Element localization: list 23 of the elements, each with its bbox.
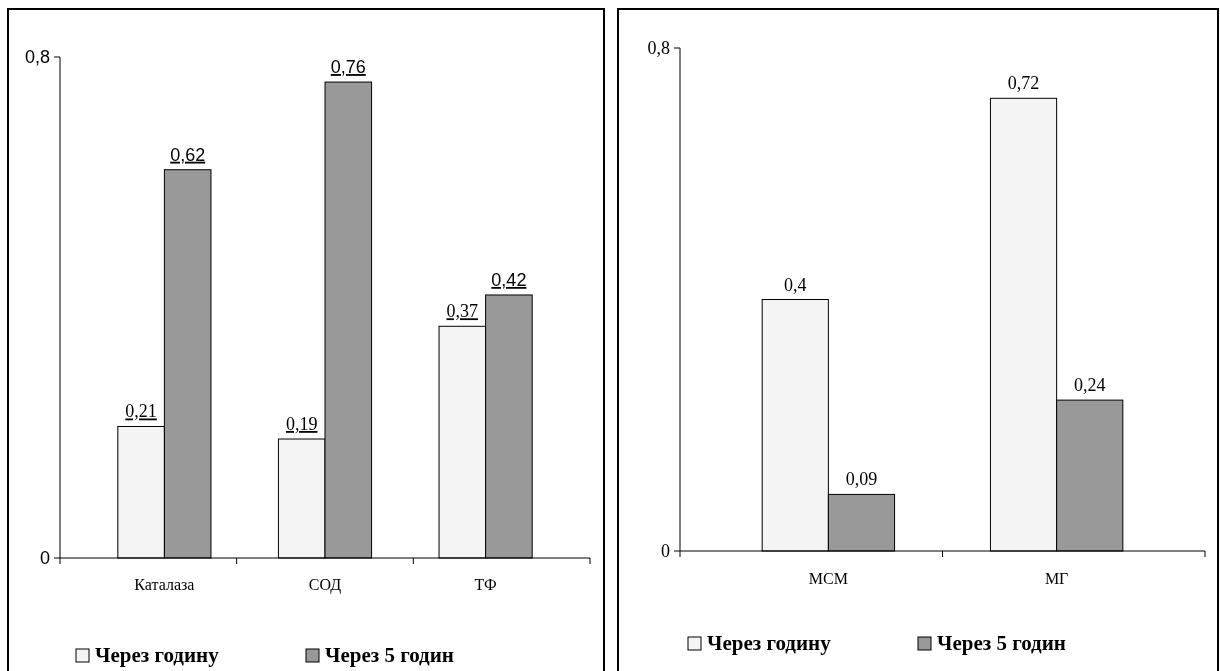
y-tick-label: 0,8 bbox=[647, 38, 670, 59]
x-tick-label: ТФ bbox=[474, 576, 497, 593]
data-label: 0,37 bbox=[446, 301, 479, 322]
data-label: 0,09 bbox=[845, 469, 878, 490]
x-tick-label: МГ bbox=[1044, 570, 1069, 587]
y-tick-label: 0,8 bbox=[24, 47, 50, 68]
y-tick-label: 0 bbox=[661, 541, 670, 562]
data-label: 0,62 bbox=[170, 144, 206, 165]
legend-label: Через 5 годин bbox=[325, 643, 454, 667]
x-tick-label: МСМ bbox=[808, 570, 848, 587]
data-label: 0,42 bbox=[491, 269, 527, 290]
legend-label: Через годину bbox=[95, 643, 220, 667]
legend-label: Через годину bbox=[707, 631, 832, 655]
data-label: 0,19 bbox=[285, 414, 318, 435]
y-tick-label: 0 bbox=[39, 548, 50, 569]
x-tick-label: СОД bbox=[308, 576, 342, 594]
data-label: 0,21 bbox=[125, 401, 157, 422]
x-tick-label: Каталаза bbox=[134, 576, 195, 593]
data-label: 0,76 bbox=[330, 57, 366, 78]
data-label: 0,24 bbox=[1073, 375, 1106, 396]
data-label: 0,72 bbox=[1007, 73, 1040, 94]
data-label: 0,4 bbox=[784, 274, 807, 295]
legend-label: Через 5 годин bbox=[937, 631, 1066, 655]
